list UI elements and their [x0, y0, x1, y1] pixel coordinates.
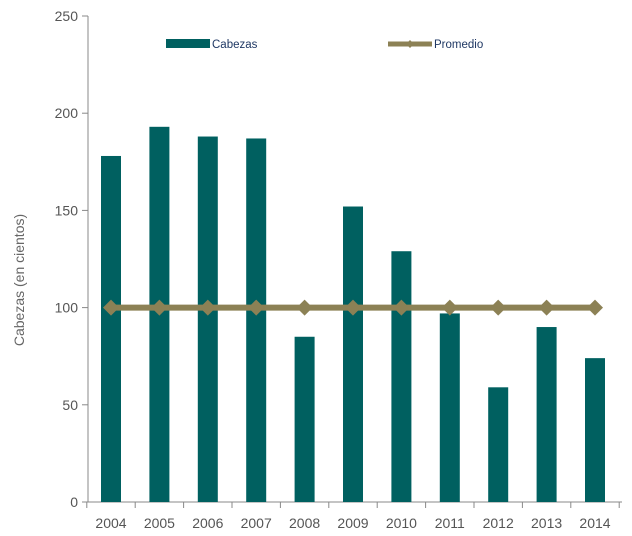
x-tick-label: 2009 [337, 515, 368, 531]
x-tick-label: 2005 [144, 515, 175, 531]
promedio-marker-2009 [345, 299, 361, 316]
promedio-marker-2011 [441, 299, 458, 316]
bar-cabezas-2007 [246, 138, 267, 503]
promedio-marker-2004 [103, 299, 119, 316]
x-tick-label: 2012 [483, 515, 514, 531]
bar-cabezas-2014 [585, 358, 605, 502]
promedio-marker-2014 [587, 299, 603, 316]
x-tick-label: 2006 [192, 515, 223, 531]
y-tick-label: 200 [55, 105, 79, 121]
x-tick-label: 2007 [241, 515, 272, 531]
bar-cabezas-2008 [294, 336, 315, 502]
bar-cabezas-2013 [536, 327, 557, 502]
x-tick-label: 2008 [289, 515, 320, 531]
y-tick-label: 100 [55, 300, 79, 316]
y-tick-label: 0 [70, 494, 78, 510]
x-tick-label: 2013 [531, 515, 562, 531]
x-tick-label: 2010 [386, 515, 417, 531]
axes-layer: 0 50 100 150 200 250 2004 2005 2006 2007 2008 2009 2… [55, 8, 622, 531]
legend-swatch-cabezas [166, 39, 210, 48]
bar-cabezas-2011 [439, 313, 460, 502]
promedio-marker-2005 [151, 299, 168, 316]
x-tick-label: 2011 [435, 515, 465, 531]
bar-cabezas-2009 [343, 206, 363, 502]
bars-layer [101, 126, 605, 503]
promedio-marker-2006 [199, 299, 216, 316]
average-line-layer [103, 299, 603, 316]
bar-cabezas-2004 [101, 155, 121, 502]
legend-label-promedio: Promedio [434, 39, 483, 51]
legend: Cabezas Promedio [166, 39, 483, 51]
promedio-marker-2010 [393, 299, 410, 316]
y-axis-title: Cabezas (en cientos) [11, 214, 27, 346]
y-tick-label: 50 [62, 397, 78, 413]
promedio-marker-2012 [490, 299, 507, 316]
legend-label-cabezas: Cabezas [212, 39, 258, 51]
x-tick-label: 2004 [95, 515, 126, 531]
bar-cabezas-2006 [197, 136, 218, 502]
x-tick-label: 2014 [579, 515, 610, 531]
promedio-marker-2013 [538, 299, 555, 316]
bar-cabezas-2010 [391, 251, 412, 502]
promedio-marker-2007 [248, 299, 265, 316]
promedio-marker-2008 [296, 299, 313, 316]
y-tick-label: 150 [55, 202, 79, 218]
legend-marker-promedio [406, 40, 414, 48]
bar-cabezas-2012 [488, 387, 509, 502]
y-tick-label: 250 [55, 8, 79, 24]
